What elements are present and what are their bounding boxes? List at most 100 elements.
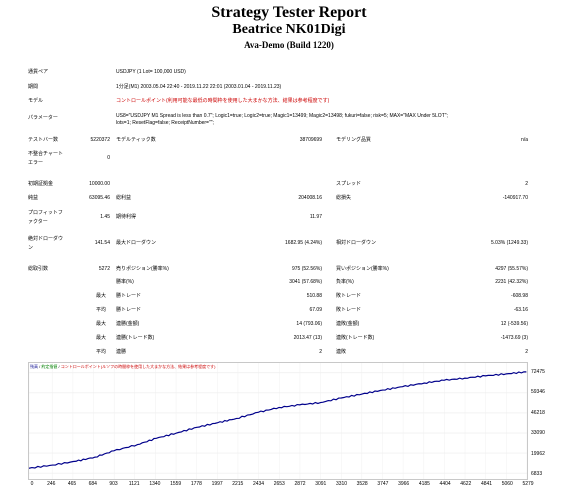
max-drawdown-label: 最大ドローダウン <box>116 240 157 246</box>
consecutive-losses-value: 12 (-539.56) <box>500 321 528 327</box>
y-tick-label: 6833 <box>531 471 543 477</box>
rel-drawdown-label: 相対ドローダウン <box>336 240 377 246</box>
model-value: コントロールポイント(利用可能な最低の時間枠を使用した大まかな方法、結果は参考程… <box>116 98 330 104</box>
x-tick-label: 5279 <box>522 481 534 487</box>
x-tick-label: 3747 <box>377 481 389 487</box>
largest-profit-label: 勝トレード <box>116 293 142 299</box>
errors-label-line2: エラー <box>28 160 44 166</box>
x-tick-label: 4185 <box>418 481 430 487</box>
x-tick-label: 4404 <box>439 481 451 487</box>
x-tick-label: 1778 <box>190 481 202 487</box>
avg-consecutive-losses-label: 連敗 <box>336 349 347 355</box>
max-label-3: 最大 <box>96 335 107 341</box>
bars-label: テストバー数 <box>28 137 59 143</box>
x-tick-label: 3966 <box>398 481 410 487</box>
largest-label: 最大 <box>96 293 107 299</box>
errors-value: 0 <box>107 155 110 161</box>
long-positions-value: 4297 (55.57%) <box>495 266 528 272</box>
params-value-line1: US8="USDJPY M1 Spread is less than 0.7";… <box>116 113 448 119</box>
x-tick-label: 3310 <box>335 481 348 487</box>
avg-profit-label: 勝トレード <box>116 307 142 313</box>
x-tick-label: 5060 <box>501 481 513 487</box>
y-tick-label: 72475 <box>531 369 545 375</box>
avg-loss-label: 敗トレード <box>336 307 362 313</box>
x-tick-label: 3091 <box>315 481 327 487</box>
gross-profit-value: 204008.16 <box>298 195 322 201</box>
abs-drawdown-value: 141.54 <box>94 240 110 246</box>
avg-loss-value: -63.16 <box>513 307 528 313</box>
x-tick-label: 1559 <box>170 481 182 487</box>
average-label: 平均 <box>96 307 107 313</box>
loss-trades-value: 2231 (42.32%) <box>495 279 528 285</box>
largest-loss-value: -608.98 <box>511 293 528 299</box>
long-positions-label: 買いポジション(勝率%) <box>336 266 389 272</box>
symbol-label: 通貨ペア <box>28 69 49 75</box>
x-tick-label: 0 <box>30 481 34 487</box>
y-tick-label: 33090 <box>531 430 545 437</box>
quality-label: モデリング品質 <box>336 137 372 143</box>
avg-consecutive-wins-label: 連勝 <box>116 349 127 355</box>
profit-trades-label: 勝率(%) <box>116 279 134 285</box>
params-label: パラメーター <box>28 115 58 121</box>
y-tick-label: 19962 <box>531 450 545 457</box>
bars-value: 5220372 <box>90 137 110 143</box>
spread-value: 2 <box>525 181 528 187</box>
x-tick-label: 3528 <box>356 481 368 487</box>
legend-sep-2: / <box>58 364 60 369</box>
chart-grid <box>29 363 527 479</box>
params-value-line2: lots=1; ResetFlag=false; ReceiptNumber="… <box>116 120 214 126</box>
x-tick-label: 1121 <box>128 481 140 487</box>
server-build: Ava-Demo (Build 1220) <box>244 40 334 50</box>
consecutive-losses-label: 連敗(金額) <box>336 321 360 327</box>
profit-factor-value: 1.45 <box>100 214 110 220</box>
ticks-label: モデルティック数 <box>116 137 156 143</box>
abs-drawdown-label-line2: ン <box>28 245 34 251</box>
consecutive-loss-amount-label: 連敗(トレード数) <box>336 335 375 341</box>
expected-payoff-label: 期待利得 <box>116 214 137 220</box>
abs-drawdown-label-line1: 絶対ドローダウ <box>28 236 64 242</box>
y-tick-label: 59346 <box>531 389 545 396</box>
consecutive-wins-value: 14 (793.06) <box>296 321 322 327</box>
gross-loss-value: -140917.70 <box>502 195 528 201</box>
period-value: 1分足(M1) 2003.05.04 22:40 - 2019.11.22 22… <box>116 84 282 90</box>
balance-chart <box>28 362 528 480</box>
x-tick-label: 2872 <box>294 481 306 487</box>
period-label: 期間 <box>28 84 39 90</box>
consecutive-profit-label: 連勝(トレード数) <box>116 335 155 341</box>
deposit-value: 10000.00 <box>89 181 110 187</box>
total-trades-label: 総取引数 <box>28 266 49 272</box>
consecutive-wins-label: 連勝(金額) <box>116 321 140 327</box>
x-tick-label: 1340 <box>149 481 161 487</box>
consecutive-loss-amount-value: -1473.69 (3) <box>500 335 528 341</box>
total-trades-value: 5272 <box>98 266 110 272</box>
max-label-2: 最大 <box>96 321 107 327</box>
max-drawdown-value: 1682.95 (4.24%) <box>285 240 322 246</box>
short-positions-label: 売りポジション(勝率%) <box>116 266 169 272</box>
spread-label: スプレッド <box>336 181 362 187</box>
consecutive-profit-value: 2013.47 (13) <box>293 335 322 341</box>
legend-model: コントロールポイント(ルソフの時間枠を使用した大まかな方法、結果は参考程度です) <box>60 364 216 369</box>
rel-drawdown-value: 5.03% (1249.33) <box>491 240 528 246</box>
x-tick-label: 2215 <box>232 481 244 487</box>
legend-order: 約定指値 <box>41 364 58 369</box>
profit-factor-label-line1: プロフィットフ <box>28 210 63 216</box>
expected-payoff-value: 11.97 <box>309 214 322 220</box>
gross-loss-label: 総損失 <box>336 195 352 201</box>
net-profit-value: 63095.46 <box>89 195 110 201</box>
symbol-value: USDJPY (1 Lot= 100,000 USD) <box>116 69 186 75</box>
x-tick-label: 4841 <box>480 481 493 487</box>
loss-trades-label: 負率(%) <box>336 279 354 285</box>
deposit-label: 初期証拠金 <box>28 181 54 187</box>
balance-line <box>29 371 527 469</box>
y-tick-label: 46218 <box>531 409 545 416</box>
ticks-value: 38709699 <box>299 137 322 143</box>
avg-consecutive-losses-value: 2 <box>525 349 528 355</box>
expert-name: Beatrice NK01Digi <box>232 22 346 37</box>
profit-factor-label-line2: ァクター <box>28 219 48 225</box>
gross-profit-label: 総利益 <box>116 195 132 201</box>
x-tick-label: 2434 <box>252 481 265 487</box>
short-positions-value: 975 (52.56%) <box>291 266 322 272</box>
profit-trades-value: 3041 (57.68%) <box>289 279 322 285</box>
model-label: モデル <box>28 98 44 104</box>
chart-legend: 残高 / 約定指値 / コントロールポイント(ルソフの時間枠を使用した大まかな方… <box>30 364 215 369</box>
